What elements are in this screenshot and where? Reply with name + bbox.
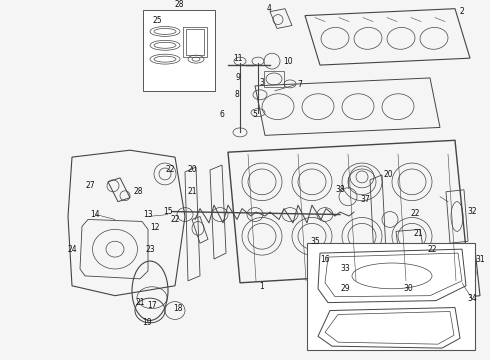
Bar — [307, 243, 475, 350]
Text: 1: 1 — [260, 282, 265, 291]
Bar — [264, 71, 284, 87]
Text: 5: 5 — [252, 110, 257, 119]
Text: 25: 25 — [152, 16, 162, 25]
Text: 2: 2 — [460, 7, 465, 16]
Text: 21: 21 — [413, 229, 423, 238]
Text: 7: 7 — [297, 80, 302, 89]
Text: 28: 28 — [174, 0, 184, 9]
Text: 16: 16 — [320, 255, 330, 264]
Text: 22: 22 — [410, 209, 420, 218]
Text: 33: 33 — [340, 265, 350, 274]
Text: 32: 32 — [467, 207, 477, 216]
Text: 21: 21 — [187, 187, 197, 196]
Text: 21: 21 — [135, 298, 145, 307]
Bar — [186, 30, 204, 55]
Text: 22: 22 — [165, 166, 175, 175]
Text: 18: 18 — [173, 304, 183, 313]
Bar — [183, 27, 207, 57]
Bar — [143, 10, 215, 91]
Text: 28: 28 — [133, 187, 143, 196]
Text: 23: 23 — [145, 245, 155, 254]
Text: 22: 22 — [427, 245, 437, 254]
Text: 34: 34 — [467, 294, 477, 303]
Text: 10: 10 — [283, 57, 293, 66]
Text: 15: 15 — [163, 207, 173, 216]
Text: 29: 29 — [340, 284, 350, 293]
Text: 11: 11 — [233, 54, 243, 63]
Text: 37: 37 — [360, 195, 370, 204]
Text: 8: 8 — [235, 90, 240, 99]
Text: 6: 6 — [220, 110, 224, 119]
Text: 31: 31 — [475, 255, 485, 264]
Text: 27: 27 — [85, 181, 95, 190]
Text: 24: 24 — [67, 245, 77, 254]
Text: 38: 38 — [335, 185, 345, 194]
Text: 3: 3 — [260, 78, 265, 87]
Text: 14: 14 — [90, 210, 100, 219]
Text: 19: 19 — [142, 318, 152, 327]
Text: 13: 13 — [143, 210, 153, 219]
Text: 35: 35 — [310, 237, 320, 246]
Text: 12: 12 — [150, 223, 160, 232]
Text: 20: 20 — [187, 166, 197, 175]
Text: 20: 20 — [383, 170, 393, 179]
Text: 22: 22 — [170, 215, 180, 224]
Text: 30: 30 — [403, 284, 413, 293]
Text: 9: 9 — [236, 73, 241, 82]
Text: 17: 17 — [147, 301, 157, 310]
Text: 4: 4 — [267, 4, 271, 13]
